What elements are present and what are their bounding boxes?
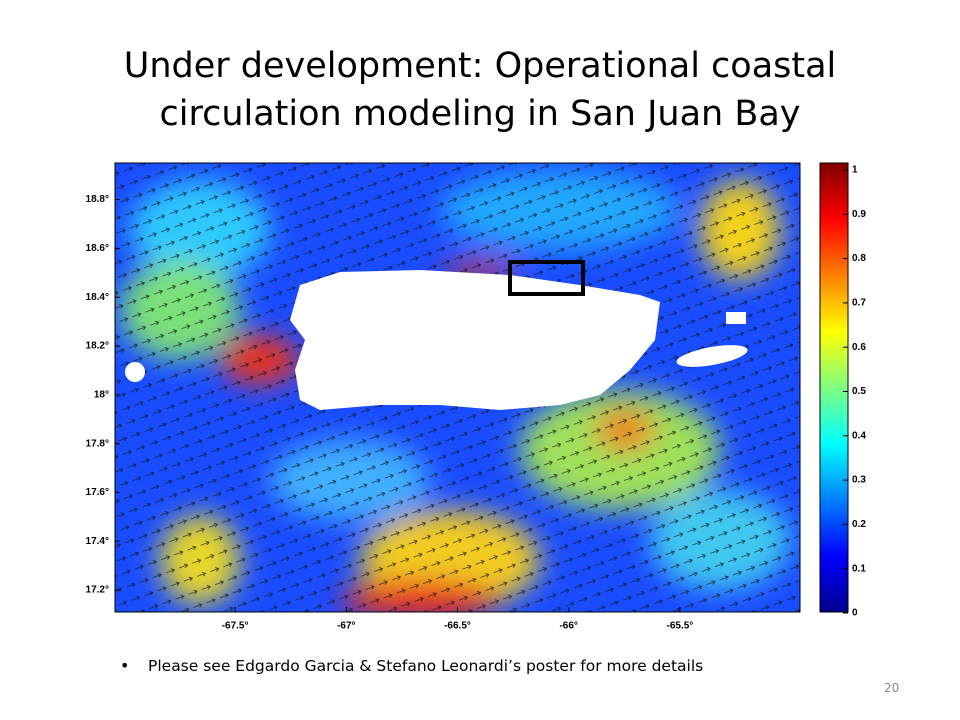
island <box>726 312 746 324</box>
y-tick-label: 18.8° <box>86 194 109 205</box>
colorbar-tick-label: 0.1 <box>852 563 866 574</box>
speed-field <box>115 163 800 612</box>
y-tick-label: 18.4° <box>86 292 109 303</box>
island <box>125 362 145 382</box>
y-tick-label: 17.2° <box>86 585 109 596</box>
y-tick-label: 17.6° <box>86 487 109 498</box>
island <box>676 345 748 367</box>
title-line: Under development: Operational coastal <box>123 46 837 86</box>
colorbar-tick-label: 0.6 <box>852 342 866 353</box>
x-tick-label: -65.5° <box>667 621 694 632</box>
y-tick-label: 18.6° <box>86 243 109 254</box>
x-tick-label: -67° <box>337 621 355 632</box>
map-figure: -67.5° -67° -66.5° -66° -65.5° 17.2° 17.4° 17.6… <box>86 162 866 632</box>
y-tick-label: 18° <box>94 389 109 400</box>
colorbar-tick-label: 0.2 <box>852 519 866 530</box>
island <box>290 270 660 410</box>
colorbar <box>819 162 849 613</box>
bullet-text: Please see Edgardo Garcia & Stefano Leon… <box>148 657 704 675</box>
y-tick-label: 18.2° <box>86 341 109 352</box>
colorbar-tick-label: 0.7 <box>852 298 866 309</box>
bullet: • <box>120 656 130 675</box>
colorbar-tick-label: 0 <box>852 608 858 619</box>
y-tick-label: 17.4° <box>86 536 109 547</box>
highlight-box <box>508 260 585 296</box>
colorbar-tick-label: 0.8 <box>852 253 866 264</box>
x-tick-label: -66.5° <box>444 621 471 632</box>
title-line: circulation modeling in San Juan Bay <box>159 94 801 134</box>
colorbar-tick-label: 0.3 <box>852 475 866 486</box>
x-tick-label: -66° <box>559 621 577 632</box>
y-tick-label: 17.8° <box>86 438 109 449</box>
colorbar-tick-label: 1 <box>852 165 858 176</box>
colorbar-tick-label: 0.9 <box>852 209 866 220</box>
x-tick-label: -67.5° <box>222 621 249 632</box>
colorbar-tick-label: 0.5 <box>852 386 866 397</box>
colorbar-tick-label: 0.4 <box>852 430 866 441</box>
page-number: 20 <box>884 681 900 695</box>
